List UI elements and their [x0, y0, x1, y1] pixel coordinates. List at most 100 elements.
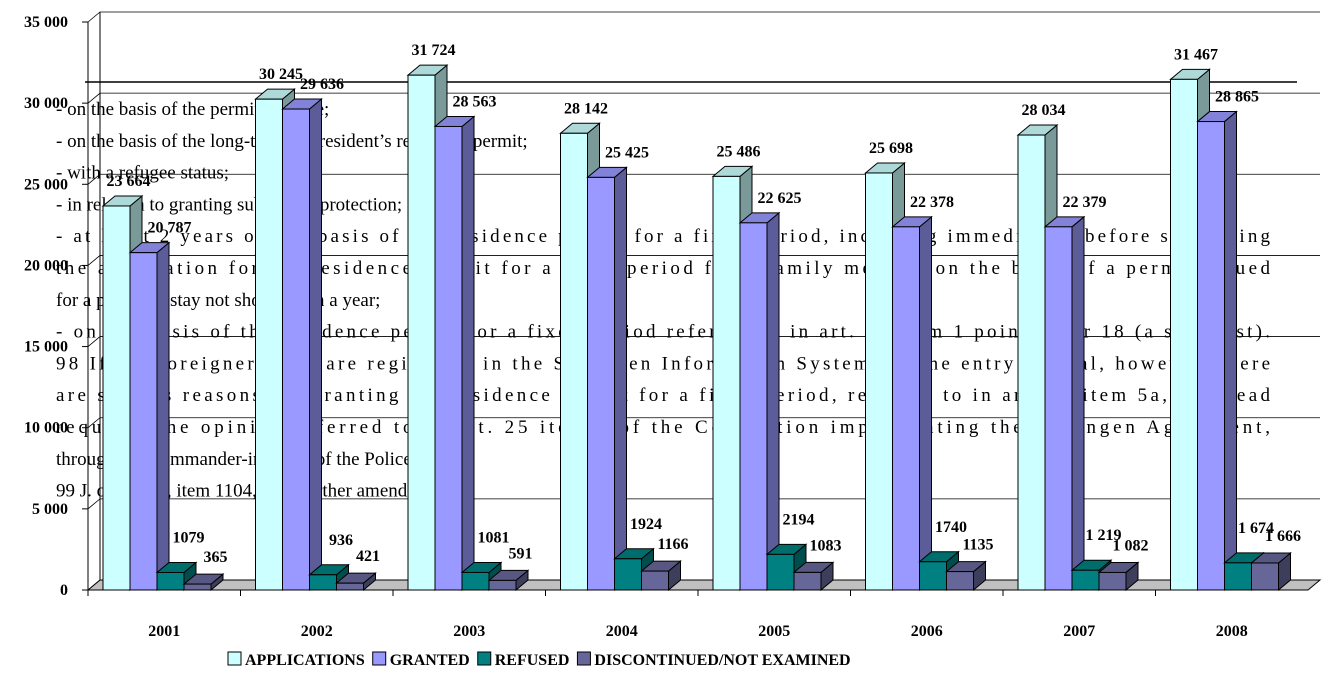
bar-front [255, 98, 283, 591]
bar-front [336, 582, 364, 591]
overlay-line: - at least 2 years on the basis of the r… [56, 226, 1271, 247]
bar [738, 211, 781, 592]
bar [1097, 561, 1140, 592]
value-label: 1166 [657, 536, 688, 553]
x-tick-label: 2004 [606, 623, 638, 640]
x-tick-label: 2003 [453, 623, 485, 640]
bar [1250, 551, 1292, 592]
bar-front [614, 558, 642, 591]
value-label: 365 [204, 549, 228, 566]
bar-front [488, 579, 517, 591]
bar-front [129, 252, 158, 591]
value-label: 1 666 [1265, 528, 1301, 545]
bar-side [919, 215, 932, 592]
y-tick-label: 5 000 [32, 501, 68, 518]
value-label: 25 425 [605, 144, 649, 161]
overlay-text: - on the basis of the permit to settle;-… [56, 99, 1271, 502]
x-tick-label: 2007 [1063, 623, 1095, 640]
bar-front [766, 553, 795, 591]
x-tick-label: 2001 [148, 623, 180, 640]
bar-side [461, 115, 475, 592]
value-label: 1081 [478, 529, 510, 546]
bar [1043, 215, 1086, 592]
value-label: 20 787 [148, 220, 192, 237]
value-label: 1740 [935, 519, 967, 536]
y-tick-label: 30 000 [24, 95, 68, 112]
value-label: 31 724 [412, 42, 456, 59]
legend-label: APPLICATIONS [245, 652, 365, 669]
bar-front [560, 132, 588, 591]
value-label: 28 142 [564, 100, 608, 117]
bar [640, 560, 682, 592]
legend-label: REFUSED [495, 652, 570, 669]
value-label: 22 379 [1063, 194, 1107, 211]
bar-front [641, 570, 669, 591]
bar [335, 572, 377, 592]
overlay-line: - with a refugee status; [56, 163, 229, 184]
y-tick-label: 15 000 [24, 339, 68, 356]
overlay-line: are serious reasons for granting the res… [56, 385, 1271, 406]
bar-front [1017, 134, 1046, 591]
value-label: 29 636 [300, 76, 344, 93]
overlay-line: requests the opinion referred to in art.… [56, 417, 1270, 438]
value-label: 25 698 [869, 140, 913, 157]
y-tick-label: 0 [60, 582, 68, 599]
legend-label: DISCONTINUED/NOT EXAMINED [594, 652, 850, 669]
value-label: 2194 [783, 511, 815, 528]
value-label: 936 [329, 532, 353, 549]
bar-front [1098, 571, 1127, 591]
value-label: 1 674 [1238, 520, 1274, 537]
bar-front [793, 571, 822, 591]
value-label: 1135 [962, 537, 993, 554]
value-label: 1924 [630, 516, 662, 533]
bar [1196, 110, 1238, 592]
bar-front [461, 571, 490, 591]
bar [155, 561, 198, 592]
value-label: 22 625 [758, 190, 802, 207]
bar-front [434, 125, 463, 591]
bar-side [766, 211, 780, 592]
x-tick-label: 2005 [758, 623, 790, 640]
bar-front [1071, 569, 1100, 591]
back-wall: 0 5 000 10 000 15 000 20 000 25 000 30 000 35 0… [24, 11, 1322, 599]
y-tick-label: 10 000 [24, 420, 68, 437]
value-label: 1 082 [1113, 537, 1149, 554]
bar-front [309, 574, 337, 591]
x-tick-label: 2002 [301, 623, 333, 640]
bar [128, 241, 171, 592]
bar [281, 97, 323, 592]
bar-front [865, 172, 893, 591]
bar-front [739, 222, 768, 591]
value-label: 421 [356, 548, 380, 565]
value-label: 28 563 [453, 93, 497, 110]
value-label: 591 [509, 545, 533, 562]
value-label: 1 219 [1086, 527, 1122, 544]
value-label: 1083 [810, 537, 842, 554]
bar [586, 166, 628, 592]
bar-front [102, 205, 131, 591]
bar [487, 569, 530, 592]
grid-line [87, 173, 1320, 185]
legend-swatch [372, 651, 387, 666]
y-tick-label: 35 000 [24, 14, 68, 31]
legend-swatch [576, 651, 591, 666]
y-tick-label: 20 000 [24, 257, 68, 274]
bar [1070, 559, 1113, 592]
bar-front [919, 561, 947, 591]
value-label: 23 664 [107, 173, 151, 190]
bar [182, 573, 225, 592]
bar-front [587, 176, 615, 591]
grid-line [87, 11, 1320, 23]
bar-front [892, 226, 920, 591]
value-label: 30 245 [259, 66, 303, 83]
bar-side [1224, 110, 1237, 592]
value-label: 28 865 [1215, 89, 1259, 106]
bar [433, 115, 476, 592]
legend-swatch [477, 651, 492, 666]
bar-front [712, 175, 741, 591]
bar-front [1197, 121, 1225, 591]
bar [891, 215, 933, 592]
overlay-line: 98 If the foreigners who are registered … [56, 353, 1270, 374]
